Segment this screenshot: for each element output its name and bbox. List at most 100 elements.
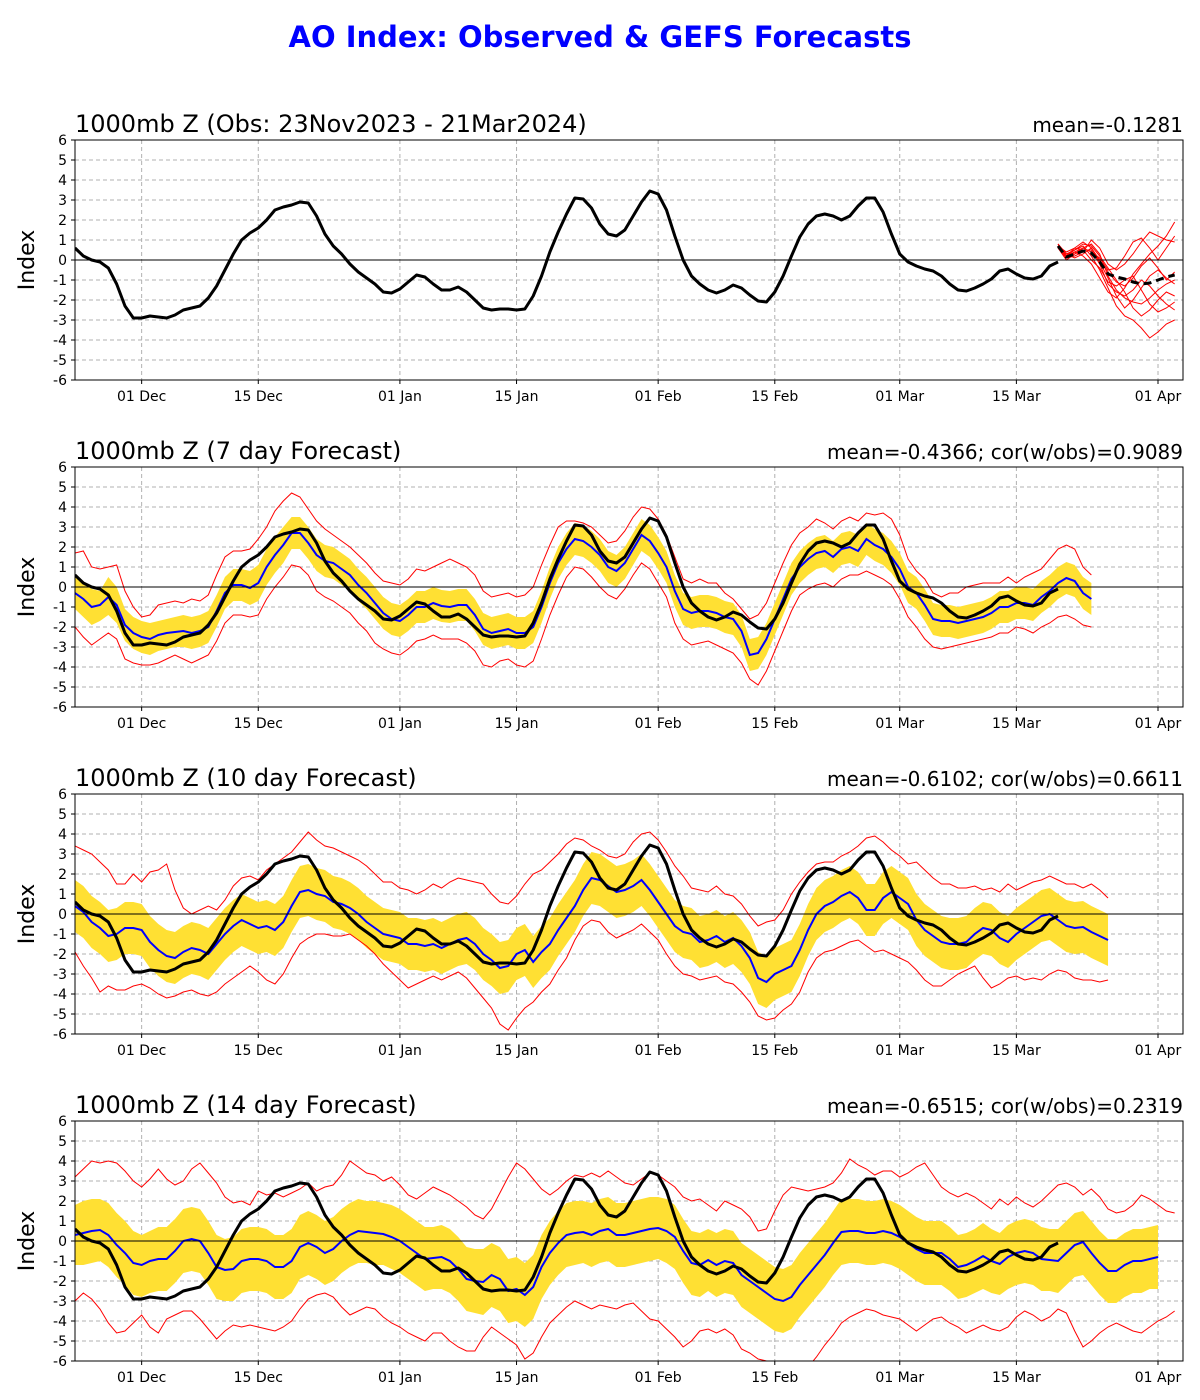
y-tick-label: -3: [53, 313, 67, 329]
x-tick-label: 01 Apr: [1135, 716, 1182, 732]
plot-area: [75, 492, 1092, 686]
y-tick-label: 6: [58, 787, 67, 803]
y-tick-label: 0: [58, 253, 67, 269]
y-tick-label: -6: [53, 1027, 67, 1043]
chart-panel-4: 6 5 4 3 2 1 0 -1 -2 -3 -4 -5 -6 01 Dec 15 Dec 01 Jan 15 …: [15, 1091, 1184, 1386]
y-tick-label: 5: [58, 153, 67, 169]
y-tick-label: -1: [53, 273, 67, 289]
x-tick-label: 15 Dec: [234, 716, 283, 732]
y-tick-label: 4: [58, 500, 67, 516]
plot-area: [75, 831, 1109, 1031]
panel-title: 1000mb Z (7 day Forecast): [75, 437, 401, 465]
x-tick-label: 01 Jan: [378, 1043, 422, 1059]
ensemble-mean-line: [75, 532, 1092, 657]
panel-stats: mean=-0.1281: [1032, 113, 1183, 137]
observed-line: [75, 516, 1059, 647]
ensemble-member-line: [1057, 245, 1175, 311]
y-axis-label: Index: [15, 1211, 40, 1272]
y-tick-label: -3: [53, 640, 67, 656]
y-tick-label: 5: [58, 807, 67, 823]
x-tick-label: 01 Feb: [635, 1043, 682, 1059]
ensemble-mean-line: [75, 876, 1109, 984]
y-tick-label: 5: [58, 480, 67, 496]
ensemble-mean-line: [75, 1226, 1159, 1303]
y-tick-label: -5: [53, 680, 67, 696]
min-member-line: [75, 1292, 1175, 1361]
min-member-line: [75, 562, 1092, 686]
y-tick-label: -3: [53, 967, 67, 983]
y-tick-label: 6: [58, 460, 67, 476]
y-tick-label: -1: [53, 600, 67, 616]
y-tick-label: 0: [58, 1234, 67, 1250]
axes-frame: [74, 466, 1184, 708]
x-tick-label: 15 Feb: [751, 1370, 798, 1386]
max-member-line: [75, 492, 1092, 620]
x-tick-label: 15 Feb: [751, 389, 798, 405]
y-tick-label: -4: [53, 333, 67, 349]
x-tick-label: 15 Dec: [234, 1370, 283, 1386]
max-member-line: [75, 1158, 1175, 1232]
x-tick-label: 15 Jan: [495, 1043, 539, 1059]
ensemble-member-line: [1057, 243, 1175, 317]
y-tick-label: -5: [53, 1334, 67, 1350]
ensemble-member-line: [1057, 243, 1175, 309]
y-tick-label: -6: [53, 1354, 67, 1370]
x-tick-label: 01 Feb: [635, 389, 682, 405]
y-tick-label: 1: [58, 233, 67, 249]
spread-band: [75, 517, 1092, 671]
y-tick-label: 6: [58, 1114, 67, 1130]
panel-title: 1000mb Z (14 day Forecast): [75, 1091, 417, 1119]
x-tick-label: 01 Dec: [117, 716, 166, 732]
y-tick-label: 6: [58, 133, 67, 149]
panel-stats: mean=-0.6102; cor(w/obs)=0.6611: [827, 767, 1183, 791]
panel-stats: mean=-0.4366; cor(w/obs)=0.9089: [827, 440, 1183, 464]
chart-panel-3: 6 5 4 3 2 1 0 -1 -2 -3 -4 -5 -6 01 Dec 15 Dec 01 Jan 15 …: [15, 764, 1184, 1059]
y-tick-label: -5: [53, 1007, 67, 1023]
x-tick-label: 01 Jan: [378, 389, 422, 405]
y-tick-label: -2: [53, 293, 67, 309]
y-tick-label: 1: [58, 1214, 67, 1230]
x-tick-label: 15 Jan: [495, 1370, 539, 1386]
y-axis-label: Index: [15, 230, 40, 291]
y-tick-label: -2: [53, 620, 67, 636]
y-tick-label: 3: [58, 1174, 67, 1190]
y-tick-label: -3: [53, 1294, 67, 1310]
x-tick-label: 01 Jan: [378, 716, 422, 732]
y-tick-label: 3: [58, 193, 67, 209]
y-tick-label: -4: [53, 660, 67, 676]
y-tick-label: 0: [58, 580, 67, 596]
x-tick-label: 01 Dec: [117, 1370, 166, 1386]
axes-frame: [74, 139, 1184, 381]
x-tick-label: 15 Dec: [234, 1043, 283, 1059]
observed-line: [75, 1170, 1059, 1301]
x-tick-label: 15 Dec: [234, 389, 283, 405]
x-tick-label: 01 Feb: [635, 716, 682, 732]
panel-title: 1000mb Z (10 day Forecast): [75, 764, 417, 792]
y-tick-label: -4: [53, 987, 67, 1003]
y-axis-label: Index: [15, 557, 40, 618]
y-tick-label: 2: [58, 1194, 67, 1210]
y-tick-label: 4: [58, 827, 67, 843]
y-tick-label: 1: [58, 887, 67, 903]
x-tick-label: 15 Mar: [992, 716, 1041, 732]
chart-panel-2: 6 5 4 3 2 1 0 -1 -2 -3 -4 -5 -6 01 Dec 15 Dec 01 Jan 15 …: [15, 437, 1184, 732]
x-tick-label: 01 Mar: [875, 1370, 924, 1386]
y-tick-label: 4: [58, 1154, 67, 1170]
plot-area: [75, 189, 1176, 339]
y-tick-label: -4: [53, 1314, 67, 1330]
x-tick-label: 15 Jan: [495, 716, 539, 732]
y-tick-label: 2: [58, 213, 67, 229]
y-tick-label: 0: [58, 907, 67, 923]
y-tick-label: -1: [53, 1254, 67, 1270]
axes-frame: [74, 1120, 1184, 1362]
y-tick-label: -5: [53, 353, 67, 369]
y-tick-label: -2: [53, 1274, 67, 1290]
x-tick-label: 01 Jan: [378, 1370, 422, 1386]
y-tick-label: 3: [58, 520, 67, 536]
y-tick-label: -6: [53, 373, 67, 389]
ensemble-member-line: [1057, 241, 1176, 287]
x-tick-label: 15 Mar: [992, 389, 1041, 405]
y-tick-label: 2: [58, 540, 67, 556]
y-tick-label: 2: [58, 867, 67, 883]
x-tick-label: 15 Feb: [751, 716, 798, 732]
